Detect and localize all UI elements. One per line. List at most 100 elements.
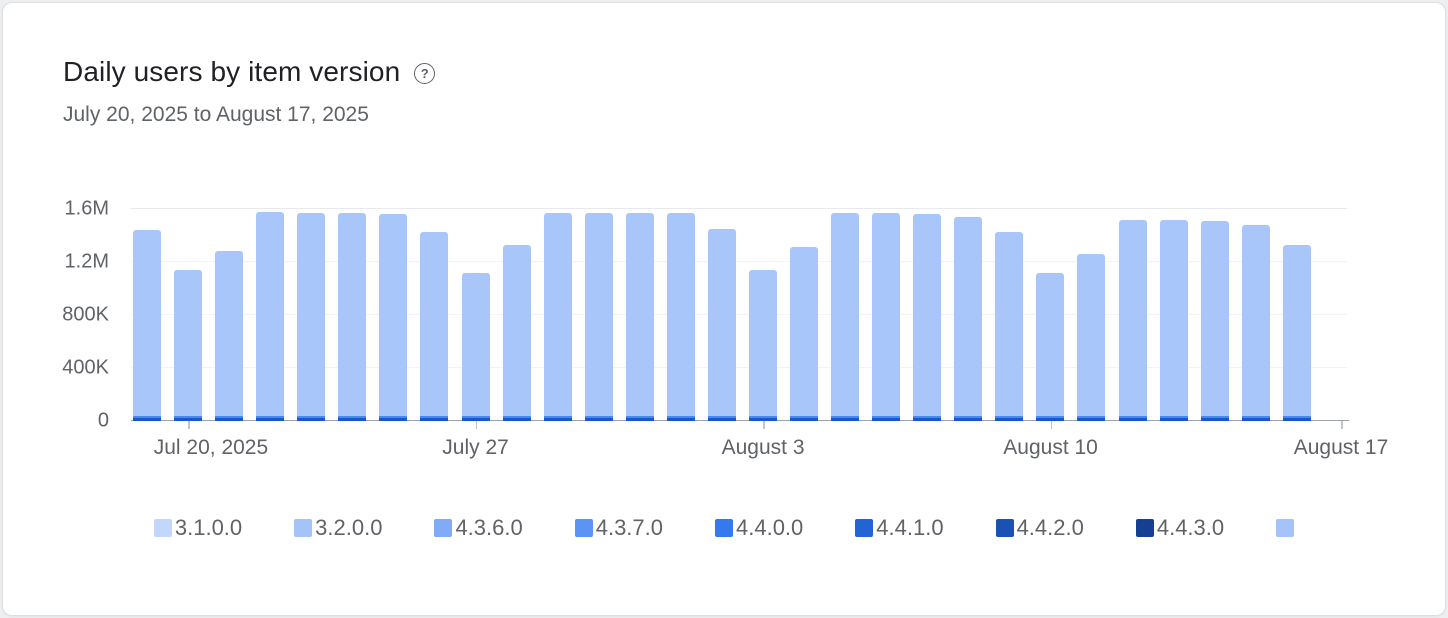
legend-item-4.4.3.0[interactable]: 4.4.3.0 (1135, 515, 1225, 541)
bar-segment-mid (215, 415, 244, 418)
chart-bar-aug-6[interactable] (831, 212, 860, 421)
x-axis-tick (475, 421, 478, 429)
bar-segment-mid (995, 415, 1024, 418)
legend-item-4.4.1.0[interactable]: 4.4.1.0 (855, 515, 944, 541)
chart-bar-jul-26[interactable] (379, 214, 408, 421)
legend-item-4.3.7.0[interactable]: 4.3.7.0 (574, 515, 663, 541)
legend-swatch (294, 519, 313, 537)
chart-bar-aug-4[interactable] (748, 269, 777, 421)
x-axis-line (131, 420, 1349, 421)
plot-area: Jul 20, 2025 July 27 August 3 August 10 Augu… (131, 208, 1388, 459)
x-axis-tick (1341, 421, 1343, 429)
chart-bar-jul-28[interactable] (461, 272, 490, 421)
bar-segment-dark (666, 417, 695, 421)
bar-segment-dark (215, 417, 244, 421)
bar-segment-dark (1282, 417, 1311, 421)
chart-bar-jul-22[interactable] (215, 251, 244, 421)
chart-bar-aug-9[interactable] (954, 216, 983, 421)
chart-bar-jul-24[interactable] (297, 212, 326, 421)
legend-swatch (855, 519, 874, 537)
bar-segment-mid (1200, 415, 1229, 418)
bar-segment-light (256, 211, 285, 416)
bar-segment-light (707, 228, 736, 416)
y-axis-label: 1.2M (64, 250, 109, 273)
legend-swatch (574, 519, 593, 537)
bar-segment-mid (1241, 415, 1270, 418)
bar-segment-mid (297, 415, 326, 418)
legend-item-4.3.6.0[interactable]: 4.3.6.0 (434, 515, 523, 541)
bar-segment-light (502, 244, 531, 416)
chart-bar-aug-2[interactable] (666, 212, 695, 421)
legend-item-truncated[interactable] (1276, 519, 1295, 537)
chart-bar-aug-16[interactable] (1241, 224, 1270, 421)
bar-segment-light (666, 212, 695, 416)
legend-item-3.1.0.0[interactable]: 3.1.0.0 (153, 515, 242, 541)
bar-segment-light (543, 212, 572, 416)
bar-segment-dark (1077, 417, 1106, 421)
bar-segment-mid (584, 415, 613, 418)
bar-segment-dark (338, 417, 367, 421)
chart-bar-jul-20[interactable] (133, 230, 161, 421)
chart-bar-jul-25[interactable] (338, 212, 367, 421)
bar-segment-dark (461, 417, 490, 421)
y-axis-label: 0 (97, 409, 109, 432)
chart-bar-aug-8[interactable] (913, 214, 942, 421)
legend-label: 4.4.1.0 (876, 515, 944, 540)
chart-bar-aug-14[interactable] (1159, 219, 1188, 421)
y-axis-label: 400K (62, 356, 109, 379)
y-axis: 0 400K 800K 1.2M 1.6M (3, 198, 109, 432)
legend-label: 4.4.3.0 (1156, 515, 1225, 540)
legend-label: 4.4.2.0 (1016, 515, 1084, 540)
x-axis-label: August 17 (1293, 436, 1389, 459)
chart-bar-aug-10[interactable] (995, 231, 1024, 421)
chart-bar-aug-5[interactable] (790, 247, 818, 421)
bars-container (133, 209, 1311, 421)
y-axis-label: 1.6M (64, 197, 109, 220)
chart-bar-aug-15[interactable] (1200, 220, 1229, 421)
bar-segment-mid (666, 415, 695, 418)
bar-segment-light (872, 212, 901, 416)
bar-segment-light (174, 269, 203, 416)
chart-bar-jul-23[interactable] (256, 211, 285, 421)
bar-segment-light (1077, 254, 1106, 416)
bar-segment-light (133, 230, 161, 416)
x-axis-label: July 27 (442, 436, 509, 459)
legend-item-4.4.0.0[interactable]: 4.4.0.0 (715, 515, 803, 541)
chart-bar-jul-29[interactable] (502, 244, 531, 421)
bar-segment-mid (872, 415, 901, 418)
bar-segment-light (954, 216, 983, 416)
chart-bar-aug-12[interactable] (1077, 254, 1106, 421)
bar-segment-dark (954, 417, 983, 421)
legend-item-4.4.2.0[interactable]: 4.4.2.0 (995, 515, 1084, 541)
bar-segment-dark (625, 417, 654, 421)
daily-users-chart: 0 400K 800K 1.2M 1.6M Jul 20, 2025 July 27 Aug… (3, 198, 1445, 460)
chart-bar-aug-1[interactable] (625, 212, 654, 421)
bar-segment-dark (831, 417, 860, 421)
bar-segment-dark (420, 417, 449, 421)
bar-segment-light (1241, 224, 1270, 416)
chart-bar-aug-11[interactable] (1036, 272, 1065, 421)
help-icon[interactable]: ? (414, 63, 436, 84)
legend-swatch (153, 519, 172, 537)
bar-segment-mid (420, 415, 449, 418)
bar-segment-mid (748, 415, 777, 418)
legend-item-3.2.0.0[interactable]: 3.2.0.0 (294, 515, 382, 541)
chart-bar-jul-30[interactable] (543, 212, 572, 421)
bar-segment-light (831, 212, 860, 416)
chart-bar-aug-17[interactable] (1282, 244, 1311, 421)
chart-bar-aug-13[interactable] (1118, 219, 1147, 421)
bar-segment-light (913, 214, 942, 416)
bar-segment-light (1200, 220, 1229, 416)
chart-bar-aug-3[interactable] (707, 228, 736, 421)
chart-bar-aug-7[interactable] (872, 212, 901, 421)
bar-segment-light (1159, 219, 1188, 416)
x-axis-label: August 3 (721, 436, 805, 459)
bar-segment-dark (995, 417, 1024, 421)
bar-segment-dark (1159, 417, 1188, 421)
chart-bar-jul-21[interactable] (174, 269, 203, 421)
chart-bar-jul-27[interactable] (420, 231, 449, 421)
bar-segment-dark (790, 417, 818, 421)
bar-segment-mid (954, 415, 983, 418)
chart-bar-jul-31[interactable] (584, 212, 613, 421)
